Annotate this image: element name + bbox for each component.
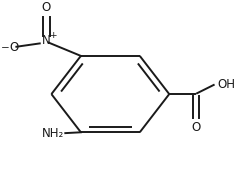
Text: O: O [191,121,201,134]
Text: N: N [42,34,51,47]
Text: O: O [10,41,19,54]
Text: O: O [42,1,51,14]
Text: +: + [49,31,56,40]
Text: −: − [1,43,10,53]
Text: OH: OH [217,78,235,91]
Text: NH₂: NH₂ [42,127,64,140]
